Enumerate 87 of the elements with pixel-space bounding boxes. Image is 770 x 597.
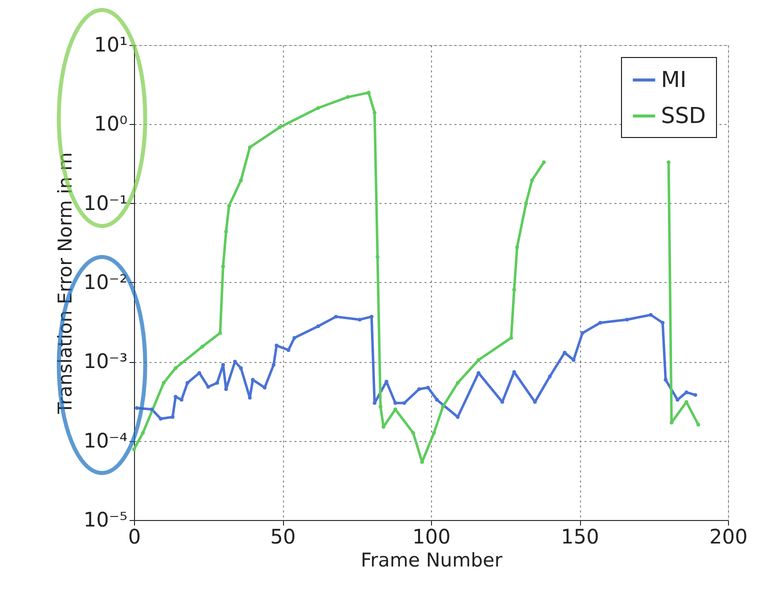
y-tick-label: 10⁻⁵ [83,508,128,532]
point [218,331,222,335]
point [200,344,204,348]
y-axis-title: Translation Error Norm in m [54,152,76,415]
point [372,401,376,405]
x-tick-label: 50 [270,524,296,548]
point [384,380,388,384]
point [411,431,416,435]
point [378,404,382,409]
point [135,406,139,410]
legend-label: MI [661,68,686,93]
point [660,320,665,325]
point [432,431,436,435]
point [598,320,602,325]
x-tick-label: 0 [128,524,141,548]
point [150,407,154,412]
point [174,394,178,399]
point [346,95,350,99]
point [515,245,519,249]
point [316,324,320,328]
point [186,380,190,385]
point [334,314,338,319]
point [664,378,668,382]
point [393,401,398,405]
point [684,390,688,394]
point [435,398,439,402]
point [370,314,374,319]
point [693,393,698,397]
point [174,366,178,370]
point [548,374,552,378]
point [224,230,228,234]
point [441,404,445,409]
x-tick-label: 100 [412,524,451,548]
point [648,313,653,317]
point [530,178,534,182]
point [625,318,629,322]
point [206,385,210,389]
point [542,160,546,164]
y-tick-label: 10⁻³ [83,349,128,374]
legend-label: SSD [661,104,706,129]
y-tick-label: 10⁻¹ [83,190,128,215]
point [248,396,252,400]
point [372,110,376,114]
point [676,398,680,402]
point [170,415,174,419]
point [141,431,145,435]
point [417,387,421,391]
x-axis-title: Frame Number [360,550,502,572]
point [509,336,514,340]
point [250,378,255,382]
x-tick-label: 200 [709,524,748,548]
y-tick-label: 10¹ [94,32,128,56]
point [215,380,220,385]
point [239,178,243,182]
y-tick-label: 10⁰ [94,112,128,136]
point [476,358,480,362]
point [572,358,576,362]
point [696,422,700,427]
point [512,288,516,292]
point [227,204,231,208]
point [524,201,528,206]
point [382,425,386,429]
point [221,264,225,268]
point [666,160,670,164]
point [292,336,296,340]
point [239,366,243,370]
point [221,363,225,367]
point [580,331,584,335]
point [402,401,406,405]
point [456,380,460,385]
point [376,255,380,259]
point [426,386,430,390]
point [358,318,362,322]
point [132,448,136,452]
point [162,380,166,385]
point [248,145,252,150]
point [286,348,290,352]
point [278,126,282,130]
point [274,344,278,348]
point [224,387,228,391]
point [158,416,163,421]
point [272,363,276,367]
y-tick-label: 10⁻² [83,270,128,294]
point [316,106,320,110]
point [670,420,674,424]
y-tick-label: 10⁻⁴ [83,428,128,452]
x-tick-label: 150 [560,524,600,548]
